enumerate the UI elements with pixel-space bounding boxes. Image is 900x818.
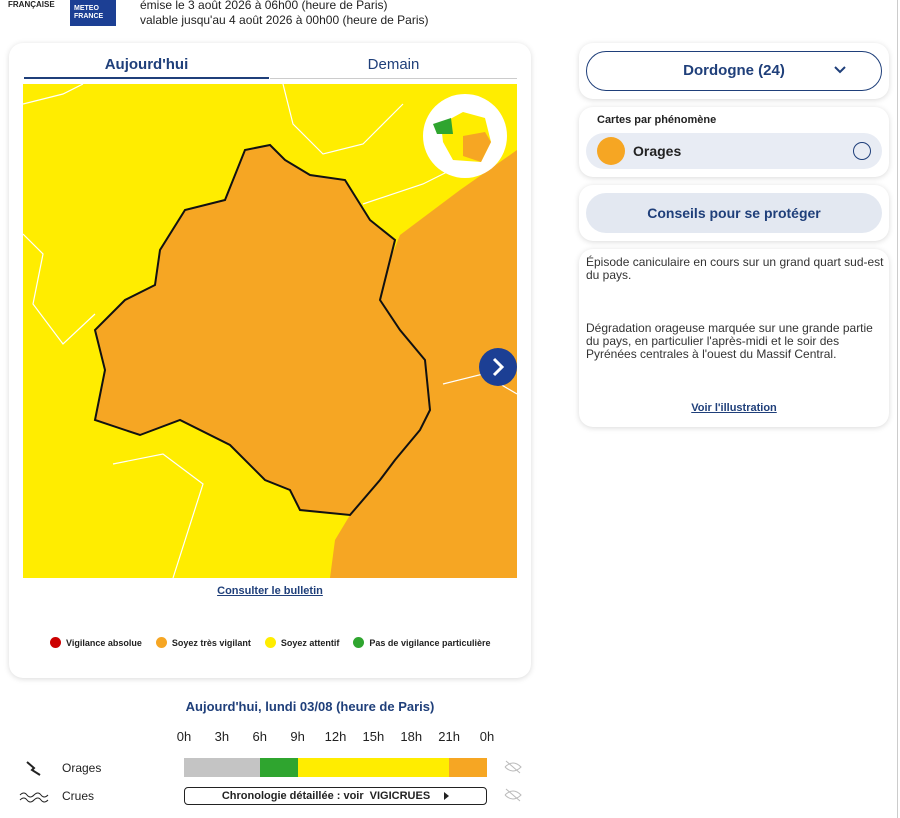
- hide-icon[interactable]: [503, 787, 523, 803]
- legend-item: Vigilance absolue: [50, 637, 142, 648]
- legend-dot: [264, 637, 276, 648]
- legend-item: Soyez très vigilant: [155, 637, 251, 648]
- hour-label: 18h: [400, 729, 423, 744]
- flood-icon: [19, 792, 49, 803]
- hide-icon[interactable]: [503, 759, 523, 775]
- hour-label: 21h: [438, 729, 460, 744]
- select-card: [579, 43, 889, 99]
- issued: émise le 3 août 2026 à 06h00 (heure de P…: [140, 0, 388, 12]
- illustration-link[interactable]: Voir l'illustration: [691, 402, 777, 414]
- tab[interactable]: Aujourd'hui: [24, 56, 269, 79]
- timeline-segment: [184, 758, 260, 777]
- valid: valable jusqu'au 4 août 2026 à 00h00 (he…: [140, 13, 429, 27]
- department-select[interactable]: Dordogne (24): [586, 51, 882, 91]
- info-card: [579, 249, 889, 427]
- chevron: [834, 66, 846, 74]
- hour-label: 12h: [324, 729, 347, 744]
- legend-label: Vigilance absolue: [66, 637, 142, 648]
- vigicrues-link[interactable]: Chronologie détaillée : voir VIGICRUES: [184, 787, 487, 805]
- timeline-segment: [259, 758, 298, 777]
- phenomenon: Orages: [633, 143, 682, 159]
- maps-title: Cartes par phénomène: [597, 114, 717, 126]
- paragraph: Épisode caniculaire en cours sur un gran…: [586, 255, 884, 282]
- paragraph: Dégradation orageuse marquée sur une gra…: [586, 321, 873, 361]
- hour-label: 0h: [176, 729, 192, 744]
- legend-label: Pas de vigilance particulière: [369, 637, 491, 648]
- logo-text: FRANÇAISE: [8, 0, 55, 9]
- legend-dot: [155, 637, 167, 648]
- map[interactable]: [23, 84, 517, 578]
- phenomenon-icon: [597, 137, 625, 165]
- legend-label: Soyez très vigilant: [171, 637, 251, 648]
- link-text: VIGICRUES: [369, 790, 431, 802]
- hour-label: 0h: [479, 729, 495, 744]
- row-label: Crues: [62, 789, 95, 803]
- link-text: Chronologie détaillée : voir: [221, 790, 364, 802]
- timeline-segment: [297, 758, 450, 777]
- hour-label: 3h: [214, 729, 230, 744]
- legend-item: Pas de vigilance particulière: [353, 637, 490, 648]
- tab[interactable]: Demain: [270, 56, 517, 79]
- radio[interactable]: [853, 142, 871, 160]
- department: Dordogne (24): [683, 62, 785, 79]
- storm-icon: [26, 761, 41, 776]
- timeline-segment: [449, 758, 487, 777]
- arrow: [444, 792, 450, 800]
- edge: [897, 0, 898, 818]
- row-label: Orages: [62, 761, 102, 775]
- logo: METEO FRANCE: [70, 0, 116, 26]
- phenomenon-option[interactable]: [586, 133, 882, 169]
- bulletin-link[interactable]: Consulter le bulletin: [217, 585, 323, 597]
- hour-label: 6h: [252, 729, 267, 744]
- legend-item: Soyez attentif: [264, 637, 340, 648]
- legend-label: Soyez attentif: [280, 637, 340, 648]
- legend: Vigilance absolue Soyez très vigilant Soye…: [50, 637, 490, 648]
- hour-label: 15h: [362, 729, 385, 744]
- timeline-title: Aujourd'hui, lundi 03/08 (heure de Paris…: [185, 699, 435, 714]
- advice-button[interactable]: Conseils pour se protéger: [586, 193, 882, 233]
- legend-dot: [353, 637, 365, 648]
- hour-label: 9h: [290, 729, 305, 744]
- legend-dot: [50, 637, 61, 648]
